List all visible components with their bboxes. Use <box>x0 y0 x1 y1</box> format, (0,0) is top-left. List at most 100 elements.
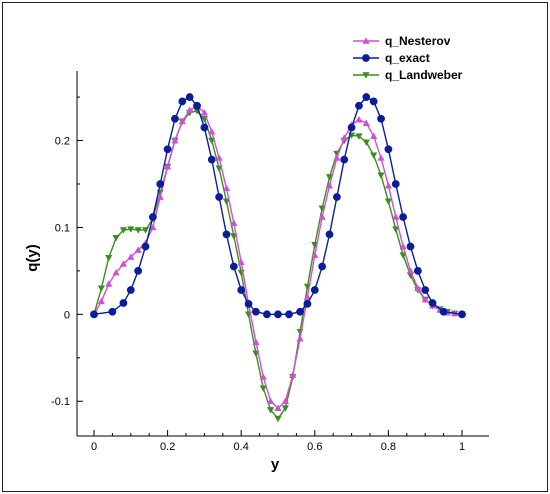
data-point <box>274 404 282 412</box>
data-point <box>127 226 135 233</box>
data-point <box>222 184 231 192</box>
data-point <box>414 284 422 292</box>
data-point <box>303 300 312 308</box>
data-point <box>281 397 289 405</box>
data-point <box>163 145 172 154</box>
data-point <box>97 297 105 305</box>
y-tick-label: 0.2 <box>55 136 70 148</box>
line-chart: 0 0.2 0.4 0.6 0.8 1 -0.1 0 0.1 0.2 q_Nesterov q_ex… <box>24 34 489 473</box>
data-point <box>325 230 334 239</box>
x-tick-label: 1 <box>459 441 465 453</box>
data-point <box>318 213 326 220</box>
data-point <box>163 162 172 170</box>
data-point <box>384 198 393 206</box>
data-point <box>186 106 194 113</box>
data-point <box>259 385 267 392</box>
data-point <box>310 286 319 294</box>
y-tick-label: -0.1 <box>51 396 70 408</box>
data-point <box>332 193 341 201</box>
x-axis-title: y <box>271 456 280 473</box>
data-point <box>222 198 231 206</box>
x-tick-label: 0.8 <box>381 441 396 453</box>
data-point <box>370 152 378 160</box>
data-point <box>134 227 142 234</box>
data-point <box>362 93 371 101</box>
data-point <box>274 310 282 319</box>
data-point <box>458 310 466 319</box>
data-point <box>148 213 157 221</box>
data-point <box>112 235 120 242</box>
data-point <box>369 97 378 106</box>
x-tick-label: 0.2 <box>160 441 175 453</box>
data-point <box>355 115 363 123</box>
data-point <box>141 242 150 251</box>
data-point <box>281 405 289 412</box>
data-point <box>127 253 135 260</box>
data-point <box>413 266 422 275</box>
y-tick-label: 0 <box>64 309 70 321</box>
data-point <box>112 268 120 276</box>
data-point <box>200 123 209 132</box>
data-point <box>392 226 400 233</box>
data-point <box>296 307 304 316</box>
series-line <box>93 96 463 316</box>
data-point <box>193 101 201 110</box>
data-point <box>267 397 275 405</box>
data-point <box>421 295 429 303</box>
data-point <box>263 310 271 319</box>
data-point <box>340 134 348 141</box>
data-point <box>252 338 260 345</box>
data-point <box>119 227 128 234</box>
legend-marker <box>362 72 370 79</box>
data-point <box>362 119 370 126</box>
data-point <box>105 255 113 262</box>
data-point <box>428 299 437 307</box>
x-tick-label: 0.4 <box>234 441 249 453</box>
data-point <box>230 219 238 226</box>
data-point <box>134 246 142 253</box>
series-line <box>93 104 463 410</box>
data-point <box>362 139 370 146</box>
data-point <box>171 114 179 123</box>
data-point <box>156 180 165 188</box>
axes: 0 0.2 0.4 0.6 0.8 1 -0.1 0 0.1 0.2 <box>51 71 489 453</box>
data-point <box>171 136 179 144</box>
data-point <box>156 193 164 200</box>
data-point <box>392 213 400 220</box>
legend-item: q_Nesterov <box>353 34 451 48</box>
data-point <box>340 155 349 164</box>
data-point <box>229 262 238 271</box>
data-point <box>90 310 98 319</box>
series-layer <box>90 93 466 423</box>
legend-marker <box>362 37 370 44</box>
data-point <box>355 101 363 110</box>
data-point <box>439 307 448 316</box>
data-point <box>355 133 363 140</box>
data-point <box>406 267 415 274</box>
data-point <box>384 181 393 189</box>
data-point <box>259 373 267 380</box>
series-line <box>93 110 463 420</box>
data-point <box>347 123 356 132</box>
data-point <box>108 307 117 316</box>
data-point <box>207 155 216 164</box>
data-point <box>215 193 224 201</box>
data-point <box>222 230 231 239</box>
data-point <box>97 285 105 292</box>
data-point <box>119 299 128 307</box>
data-point <box>399 213 408 221</box>
data-point <box>178 117 186 125</box>
legend-label: q_exact <box>385 51 430 65</box>
data-point <box>296 334 304 342</box>
data-point <box>237 286 246 294</box>
data-point <box>134 266 143 275</box>
series-q-exact <box>90 93 466 319</box>
data-point <box>267 407 275 414</box>
legend-label: q_Landweber <box>385 68 463 82</box>
data-point <box>391 180 400 188</box>
data-point <box>318 262 327 271</box>
data-point <box>370 132 378 139</box>
data-point <box>119 260 128 267</box>
y-tick-label: 0.1 <box>55 222 70 234</box>
data-point <box>384 145 393 154</box>
